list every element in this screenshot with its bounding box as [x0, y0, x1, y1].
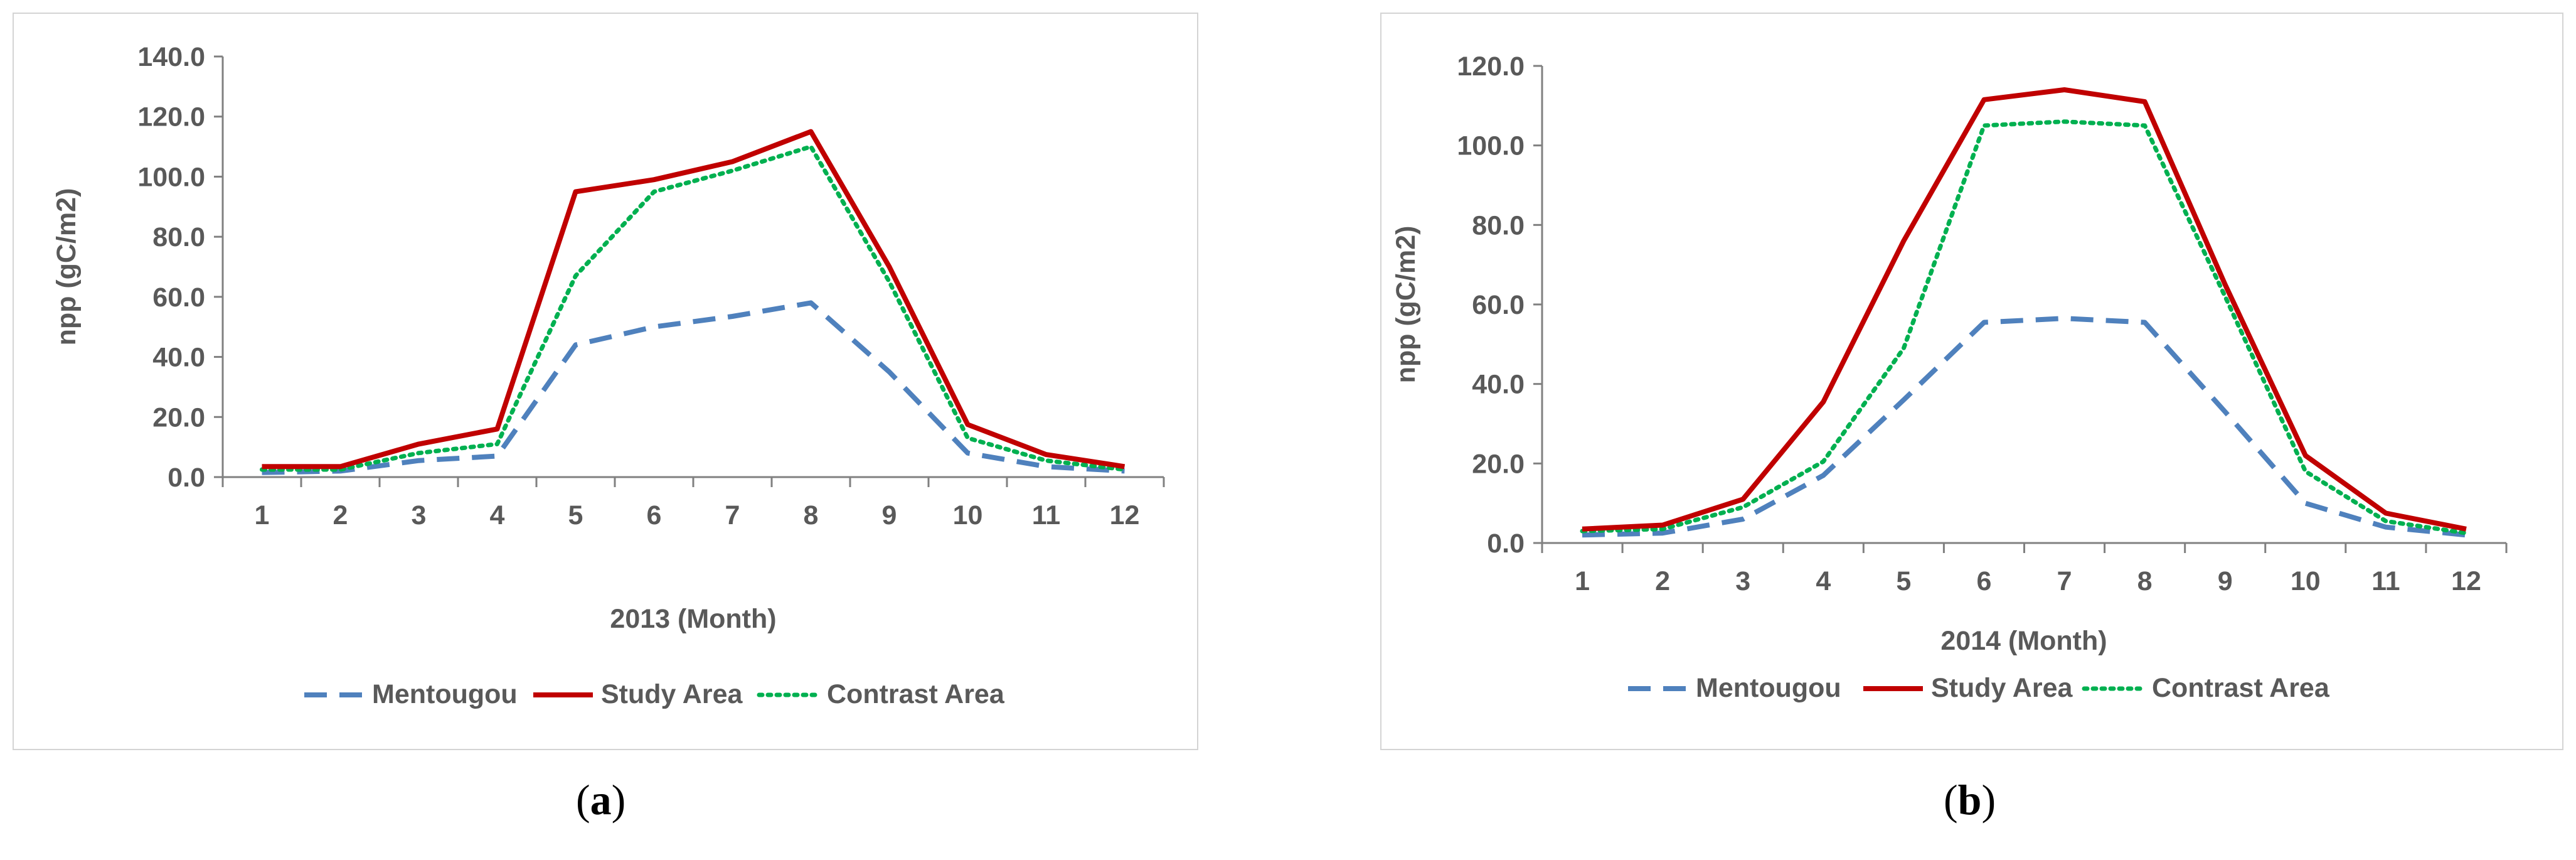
y-axis-title: npp (gC/m2) — [51, 188, 82, 346]
series-line-study-area — [262, 129, 1126, 470]
y-tick-label: 80.0 — [152, 222, 205, 252]
series-line-contrast-area — [1580, 119, 2469, 535]
series-line-mentougou — [262, 300, 1125, 475]
series-line-study-area — [1582, 87, 2467, 532]
y-tick-label: 100.0 — [1457, 131, 1525, 161]
x-tick-label: 7 — [2057, 566, 2072, 596]
x-tick-label: 2 — [1655, 566, 1670, 596]
x-tick-label: 8 — [804, 500, 819, 530]
legend-label-study-area: Study Area — [601, 679, 743, 709]
y-tick-label: 80.0 — [1472, 210, 1525, 240]
caption-a: (a) — [576, 776, 626, 824]
y-tick-label: 120.0 — [137, 102, 205, 132]
x-tick-label: 5 — [568, 500, 583, 530]
caption-b: (b) — [1944, 776, 1996, 824]
legend-label-mentougou: Mentougou — [372, 679, 518, 709]
x-tick-label: 3 — [412, 500, 427, 530]
legend-label-mentougou: Mentougou — [1696, 673, 1841, 703]
chart-panel-a — [13, 13, 1198, 750]
series-line-contrast-area — [260, 144, 1127, 472]
y-tick-label: 0.0 — [1487, 529, 1525, 559]
y-tick-label: 40.0 — [1472, 370, 1525, 400]
series-line-mentougou — [1582, 316, 2467, 538]
y-tick-label: 60.0 — [152, 282, 205, 313]
x-tick-label: 2 — [333, 500, 348, 530]
y-tick-label: 40.0 — [152, 343, 205, 373]
x-tick-label: 7 — [725, 500, 740, 530]
y-tick-label: 20.0 — [152, 402, 205, 433]
y-tick-label: 120.0 — [1457, 51, 1525, 82]
x-axis-title: 2014 (Month) — [1940, 626, 2107, 656]
x-tick-label: 10 — [953, 500, 983, 530]
y-tick-label: 0.0 — [168, 463, 205, 493]
legend-label-contrast-area: Contrast Area — [827, 679, 1005, 709]
legend-label-contrast-area: Contrast Area — [2152, 673, 2330, 703]
chart-panel-b — [1380, 13, 2563, 750]
y-tick-label: 60.0 — [1472, 290, 1525, 320]
x-tick-label: 9 — [882, 500, 897, 530]
y-axis-title: npp (gC/m2) — [1391, 226, 1421, 384]
y-tick-label: 100.0 — [137, 162, 205, 192]
y-tick-label: 20.0 — [1472, 449, 1525, 479]
x-tick-label: 1 — [255, 500, 270, 530]
x-tick-label: 6 — [647, 500, 662, 530]
x-tick-label: 4 — [1816, 566, 1831, 596]
x-tick-label: 11 — [2371, 566, 2400, 596]
x-axis-title: 2013 (Month) — [610, 604, 776, 634]
legend-label-study-area: Study Area — [1931, 673, 2073, 703]
x-tick-label: 12 — [1110, 500, 1140, 530]
x-tick-label: 5 — [1896, 566, 1911, 596]
x-tick-label: 4 — [490, 500, 505, 530]
x-tick-label: 3 — [1735, 566, 1750, 596]
x-tick-label: 6 — [1976, 566, 1991, 596]
x-tick-label: 8 — [2137, 566, 2153, 596]
x-tick-label: 10 — [2291, 566, 2321, 596]
x-tick-label: 9 — [2218, 566, 2233, 596]
x-tick-label: 11 — [1032, 500, 1060, 530]
x-tick-label: 1 — [1575, 566, 1590, 596]
y-tick-label: 140.0 — [137, 42, 205, 72]
x-tick-label: 12 — [2451, 566, 2481, 596]
